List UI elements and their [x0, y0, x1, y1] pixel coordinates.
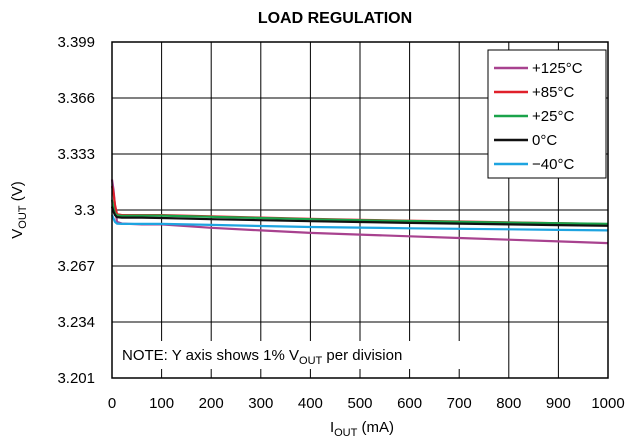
x-tick-labels: 0 100 200 300 400 500 600 700 800 900 1000 [108, 395, 625, 412]
x-tick-label: 800 [496, 395, 521, 412]
series-line-2 [110, 199, 609, 225]
series-line-3 [110, 206, 609, 227]
x-tick-label: 0 [108, 395, 116, 412]
y-tick-label: 3.333 [57, 146, 95, 163]
note-box: NOTE: Y axis shows 1% VOUT per division [118, 341, 478, 369]
y-axis-label: VOUT (V) [9, 181, 29, 238]
legend-label: +85°C [532, 84, 574, 101]
y-tick-label: 3.366 [57, 90, 95, 107]
x-tick-label: 600 [397, 395, 422, 412]
x-tick-label: 700 [447, 395, 472, 412]
legend-label: +25°C [532, 108, 574, 125]
plot-frame [111, 41, 609, 379]
x-tick-label: 400 [298, 395, 323, 412]
x-tick-label: 300 [248, 395, 273, 412]
y-tick-label: 3.201 [57, 370, 95, 387]
y-tick-label: 3.399 [57, 34, 95, 51]
x-tick-label: 500 [347, 395, 372, 412]
x-tick-label: 100 [149, 395, 174, 412]
legend: +125°C +85°C +25°C 0°C −40°C [487, 49, 607, 179]
y-tick-labels: 3.399 3.366 3.333 3.3 3.267 3.234 3.201 [57, 34, 95, 387]
legend-label: −40°C [532, 156, 574, 173]
legend-label: +125°C [532, 60, 583, 77]
x-axis-label: IOUT (mA) [330, 419, 394, 439]
legend-label: 0°C [532, 132, 557, 149]
y-tick-label: 3.267 [57, 258, 95, 275]
x-tick-label: 900 [546, 395, 571, 412]
note-text: NOTE: Y axis shows 1% VOUT per division [122, 347, 402, 367]
y-tick-label: 3.234 [57, 314, 95, 331]
series-lines [110, 179, 609, 245]
y-tick-label: 3.3 [74, 202, 95, 219]
x-tick-label: 1000 [591, 395, 624, 412]
chart-title: LOAD REGULATION [258, 10, 412, 27]
x-tick-label: 200 [199, 395, 224, 412]
series-line-4 [110, 214, 609, 232]
